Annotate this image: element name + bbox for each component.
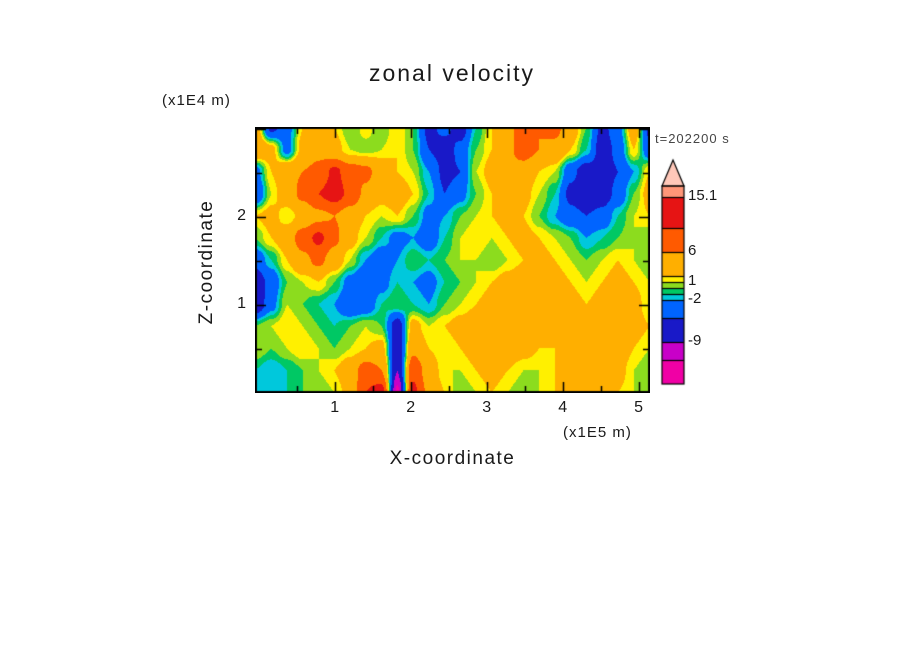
colorbar-label: -2 bbox=[688, 290, 702, 307]
x-tick-label: 2 bbox=[406, 399, 416, 416]
y-axis-unit-label: (x1E4 m) bbox=[162, 92, 231, 109]
x-tick-label: 4 bbox=[558, 399, 568, 416]
contour-plot-canvas bbox=[255, 127, 650, 393]
x-tick-label: 3 bbox=[482, 399, 492, 416]
z-tick-label: 1 bbox=[237, 294, 246, 312]
colorbar-label: 6 bbox=[688, 242, 697, 259]
z-axis-label: Z-coordinate bbox=[196, 199, 217, 325]
x-tick-label: 1 bbox=[330, 399, 340, 416]
colorbar-label: 15.1 bbox=[688, 187, 718, 205]
chart-title: zonal velocity bbox=[368, 60, 536, 86]
colorbar-label: 1 bbox=[688, 272, 697, 289]
z-tick-label: 2 bbox=[237, 206, 246, 224]
colorbar-label: -9 bbox=[688, 332, 702, 349]
x-axis-label: X-coordinate bbox=[389, 448, 516, 469]
x-axis-unit-label: (x1E5 m) bbox=[563, 424, 632, 441]
colorbar-canvas bbox=[650, 150, 770, 400]
x-tick-label: 5 bbox=[634, 399, 644, 416]
timestamp-label: t=202200 s bbox=[655, 131, 730, 146]
